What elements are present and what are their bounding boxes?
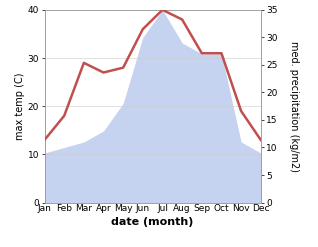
Y-axis label: max temp (C): max temp (C) xyxy=(15,72,25,140)
X-axis label: date (month): date (month) xyxy=(111,217,194,227)
Y-axis label: med. precipitation (kg/m2): med. precipitation (kg/m2) xyxy=(289,41,299,172)
